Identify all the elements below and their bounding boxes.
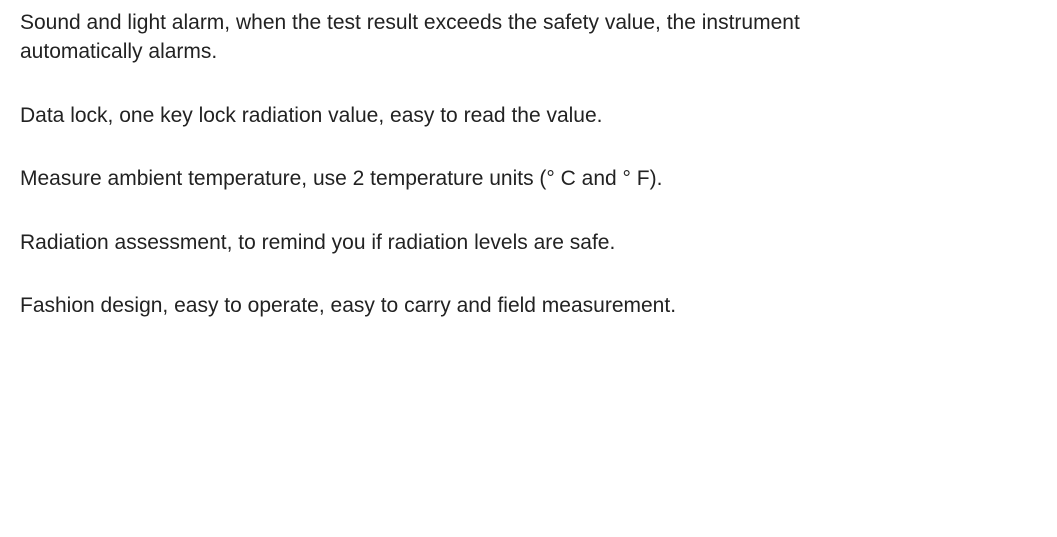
paragraph-alarm-line2: automatically alarms.: [20, 37, 1037, 66]
document-body: Sound and light alarm, when the test res…: [0, 0, 1057, 374]
paragraph-data-lock: Data lock, one key lock radiation value,…: [20, 101, 1037, 130]
paragraph-alarm-line1: Sound and light alarm, when the test res…: [20, 8, 1037, 37]
paragraph-design: Fashion design, easy to operate, easy to…: [20, 291, 1037, 320]
paragraph-temperature: Measure ambient temperature, use 2 tempe…: [20, 164, 1037, 193]
paragraph-radiation-assessment: Radiation assessment, to remind you if r…: [20, 228, 1037, 257]
